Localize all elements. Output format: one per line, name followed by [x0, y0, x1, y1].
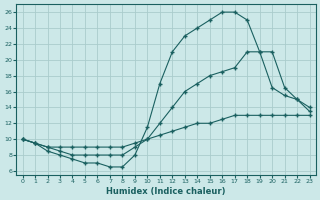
X-axis label: Humidex (Indice chaleur): Humidex (Indice chaleur)	[106, 187, 226, 196]
